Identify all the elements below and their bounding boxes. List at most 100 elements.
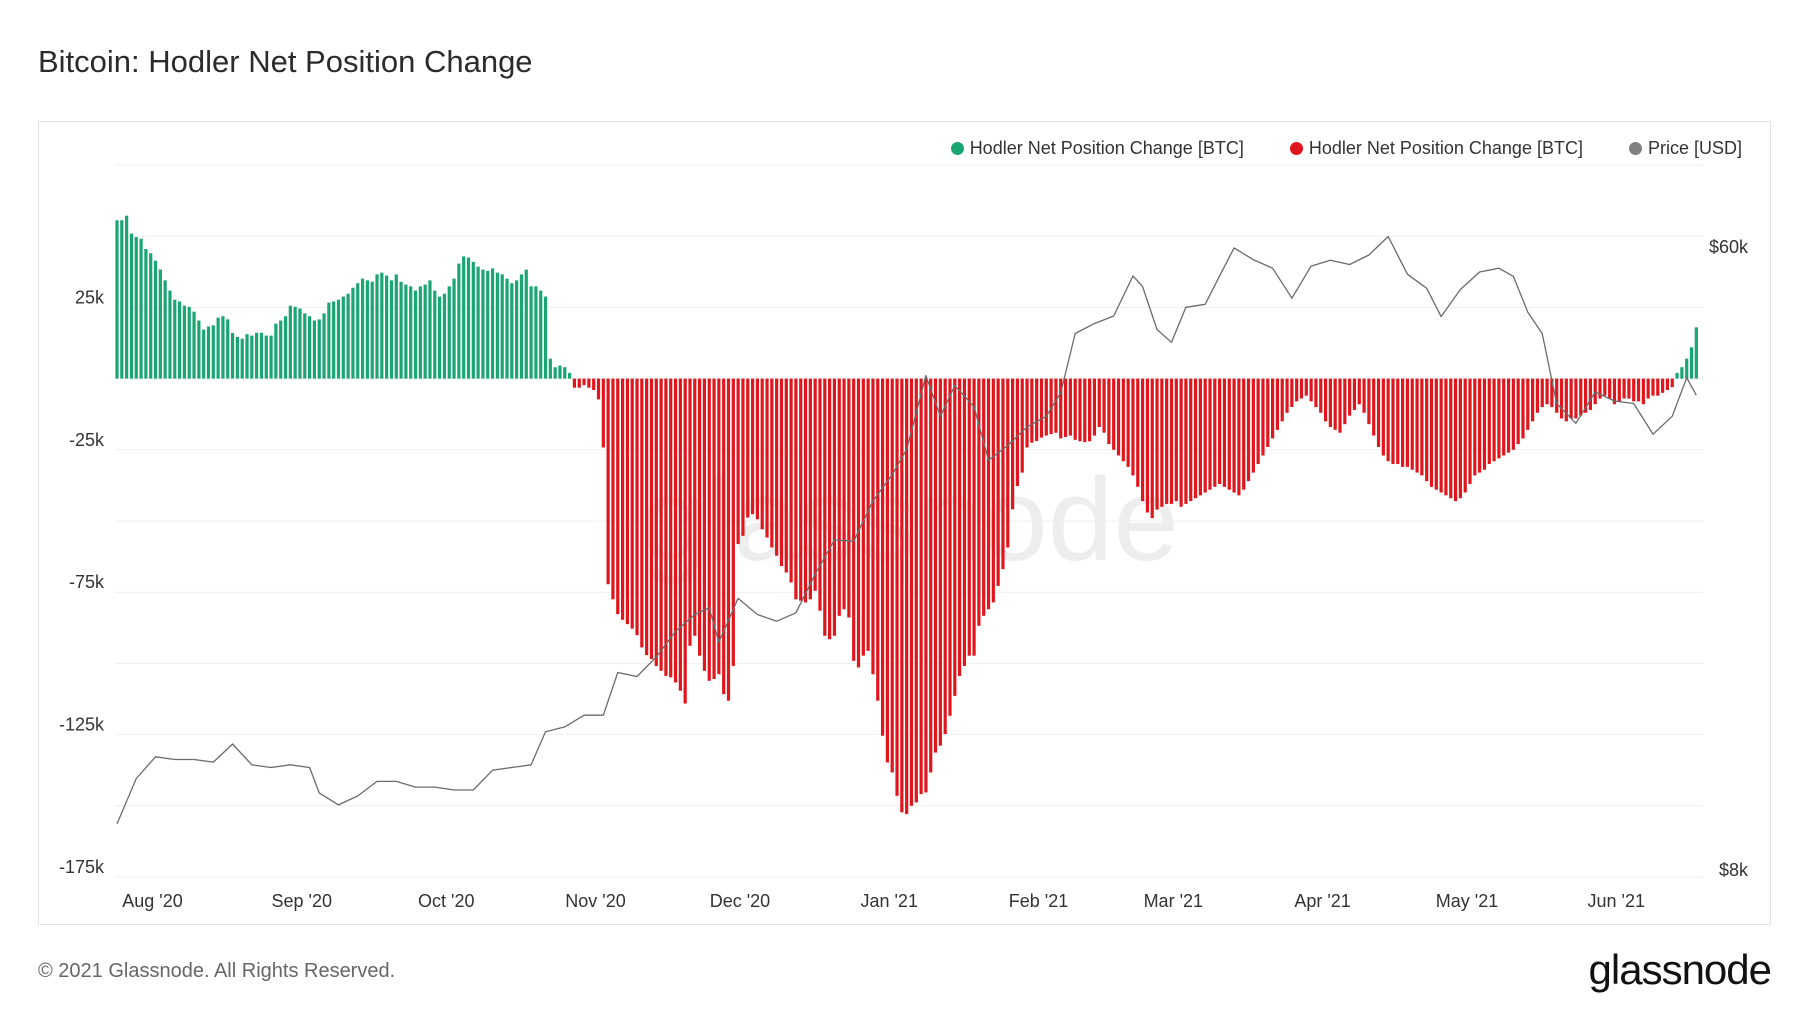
bar-positive: [389, 280, 394, 379]
bar-negative: [1285, 378, 1289, 413]
bar-negative: [683, 378, 687, 704]
y-right-tick-label: $8k: [1719, 860, 1749, 880]
bar-positive: [370, 281, 374, 379]
bar-positive: [438, 296, 442, 379]
bar-positive: [317, 319, 321, 379]
bar-negative: [1328, 378, 1332, 428]
bar-positive: [274, 323, 278, 379]
bar-negative: [601, 378, 605, 448]
bar-negative: [1463, 378, 1467, 493]
bar-negative: [1184, 378, 1188, 504]
bar-positive: [428, 280, 432, 379]
bar-negative: [1309, 378, 1313, 402]
x-tick-label: Dec '20: [710, 891, 770, 911]
bar-positive: [404, 284, 408, 379]
bar-positive: [423, 284, 427, 379]
bar-negative: [1271, 378, 1275, 439]
bar-positive: [471, 261, 475, 379]
bar-negative: [1198, 378, 1202, 496]
bar-negative: [900, 378, 904, 813]
bar-negative: [640, 378, 644, 648]
bar-positive: [519, 274, 524, 379]
bar-negative: [1295, 378, 1299, 402]
bar-negative: [1121, 378, 1125, 462]
bar-positive: [563, 367, 567, 379]
bar-negative: [938, 378, 942, 746]
bar-negative: [572, 378, 577, 388]
bar-positive: [240, 338, 244, 379]
bar-positive: [163, 280, 167, 379]
bar-positive: [177, 301, 182, 379]
bar-negative: [1569, 378, 1573, 419]
bar-negative: [1632, 378, 1636, 402]
bar-negative: [775, 378, 779, 556]
bar-negative: [1116, 378, 1121, 456]
x-tick-label: Jan '21: [860, 891, 917, 911]
bar-negative: [958, 378, 962, 676]
bar-negative: [818, 378, 822, 611]
legend-item-negative[interactable]: Hodler Net Position Change [BTC]: [1289, 138, 1583, 159]
bar-negative: [1405, 378, 1410, 467]
bar-negative: [799, 378, 803, 601]
bar-positive: [529, 286, 533, 379]
bar-negative: [606, 378, 610, 585]
bar-positive: [1689, 347, 1694, 379]
bar-negative: [933, 378, 938, 753]
bar-negative: [1006, 378, 1010, 548]
bar-negative: [813, 378, 817, 591]
bar-positive: [442, 293, 447, 379]
bar-negative: [620, 378, 625, 620]
bar-negative: [1208, 378, 1212, 490]
legend-item-positive[interactable]: Hodler Net Position Change [BTC]: [950, 138, 1244, 159]
bar-negative: [1661, 378, 1665, 393]
bar-positive: [534, 286, 538, 379]
bar-positive: [365, 280, 369, 379]
bar-negative: [1526, 378, 1530, 430]
bar-negative: [991, 378, 995, 603]
gray-dot-icon: [1628, 142, 1642, 155]
bar-positive: [293, 306, 297, 379]
bar-negative: [1458, 378, 1462, 499]
bar-negative: [1054, 378, 1058, 433]
bar-negative: [1030, 378, 1034, 443]
bar-negative: [1521, 378, 1525, 439]
bar-negative: [1044, 378, 1048, 436]
bar-positive: [187, 306, 191, 379]
bar-negative: [1362, 378, 1366, 413]
bar-positive: [245, 334, 249, 379]
bar-positive: [149, 253, 153, 379]
bar-positive: [510, 283, 514, 379]
legend-item-price[interactable]: Price [USD]: [1628, 138, 1742, 159]
bar-negative: [828, 378, 832, 640]
bar-negative: [1603, 378, 1607, 396]
bar-negative: [784, 378, 788, 573]
bar-negative: [1107, 378, 1111, 445]
bar-negative: [1213, 378, 1217, 487]
bar-negative: [1641, 378, 1645, 405]
bar-positive: [168, 290, 172, 379]
bar-positive: [129, 233, 134, 379]
bar-positive: [399, 281, 403, 379]
bar-negative: [746, 378, 750, 518]
bar-negative: [1232, 378, 1236, 493]
bar-positive: [134, 237, 138, 379]
bar-positive: [120, 220, 124, 379]
bar-negative: [1150, 378, 1154, 519]
bar-negative: [707, 378, 711, 681]
bar-negative: [1218, 378, 1222, 484]
bar-negative: [929, 378, 933, 773]
bar-negative: [1357, 378, 1361, 405]
bar-negative: [1203, 378, 1207, 493]
bar-positive: [1694, 327, 1698, 379]
x-tick-label: Sep '20: [272, 891, 333, 911]
bar-negative: [1010, 378, 1015, 510]
bar-positive: [413, 290, 418, 379]
bar-negative: [1502, 378, 1506, 456]
bar-negative: [1256, 378, 1260, 465]
bar-negative: [808, 378, 812, 600]
bar-positive: [197, 320, 201, 379]
bar-positive: [336, 299, 341, 379]
y-left-tick-label: -125k: [59, 715, 105, 735]
bar-negative: [1670, 378, 1674, 388]
bar-positive: [505, 278, 509, 379]
